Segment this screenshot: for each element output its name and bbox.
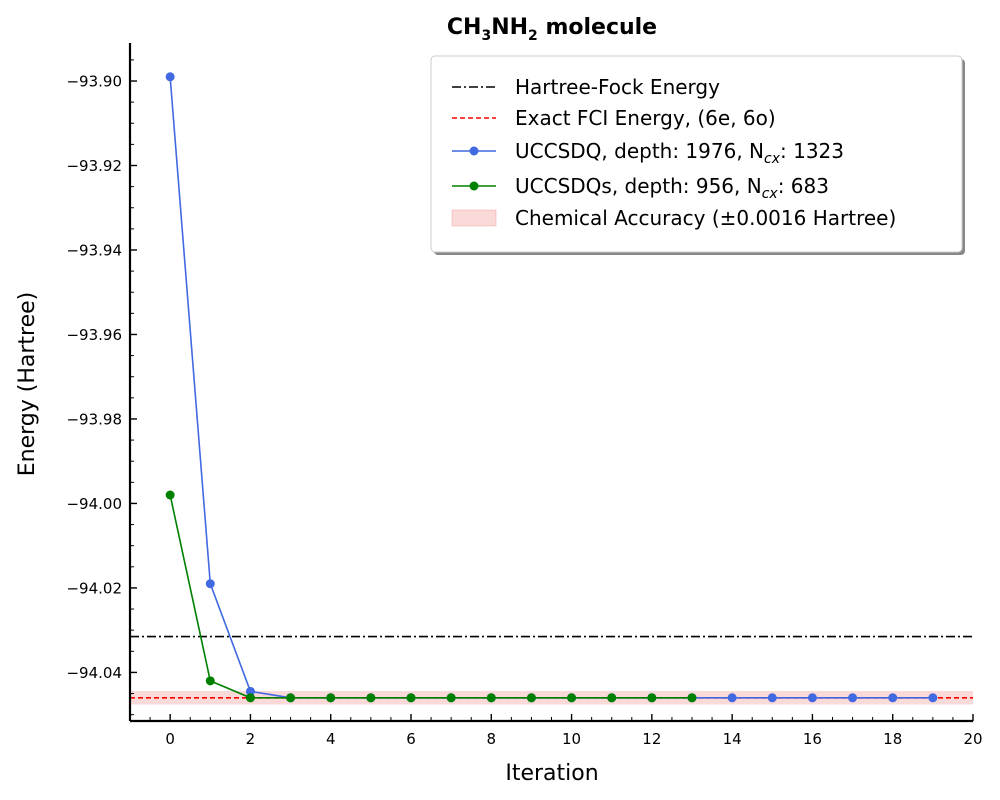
x-tick-label: 18 [883, 730, 902, 748]
y-tick-label: −93.98 [66, 410, 122, 428]
x-tick-label: 6 [406, 730, 416, 748]
x-tick-label: 12 [642, 730, 661, 748]
x-tick-label: 8 [487, 730, 497, 748]
y-tick-label: −93.94 [66, 241, 122, 259]
data-point-uccsdqs [406, 693, 416, 703]
y-tick-label: −93.90 [66, 73, 122, 91]
y-tick-label: −93.96 [66, 326, 122, 344]
legend-box [430, 55, 963, 253]
data-point-uccsdqs [687, 693, 697, 703]
legend-band-label: Chemical Accuracy (±0.0016 Hartree) [515, 206, 896, 230]
data-point-uccsdqs [366, 693, 376, 703]
data-point-uccsdqs [286, 693, 296, 703]
chart-title: CH3NH2 molecule [447, 15, 657, 44]
data-point-uccsdqs [486, 693, 496, 703]
y-tick-label: −94.02 [66, 579, 122, 597]
legend-hf-label: Hartree-Fock Energy [515, 75, 720, 99]
legend: Hartree-Fock Energy Exact FCI Energy, (6… [430, 55, 965, 255]
y-tick-label: −93.92 [66, 157, 122, 175]
y-tick-label: −94.00 [66, 495, 122, 513]
x-tick-label: 16 [803, 730, 822, 748]
legend-uccsdqs-marker [469, 181, 479, 191]
x-axis-title: Iteration [505, 761, 598, 786]
data-point-uccsdq [928, 693, 938, 703]
data-point-uccsdq [727, 693, 737, 703]
series-layer [165, 72, 938, 703]
data-point-uccsdq [205, 579, 215, 589]
data-point-uccsdqs [446, 693, 456, 703]
data-point-uccsdq [165, 72, 175, 82]
data-point-uccsdqs [245, 693, 255, 703]
data-point-uccsdqs [526, 693, 536, 703]
x-tick-label: 4 [326, 730, 336, 748]
axes-layer: −93.90 −93.92 −93.94 −93.96 −93.98 −94.00 −94.… [66, 43, 983, 748]
y-axis-title: Energy (Hartree) [15, 292, 40, 477]
legend-uccsdq-marker [469, 146, 479, 156]
x-tick-label: 2 [246, 730, 256, 748]
legend-uccsdqs-label: UCCSDQs, depth: 956, Ncx: 683 [515, 174, 829, 202]
data-point-uccsdq [807, 693, 817, 703]
data-point-uccsdq [767, 693, 777, 703]
x-tick-label: 20 [963, 730, 982, 748]
x-tick-label: 0 [165, 730, 175, 748]
data-point-uccsdqs [326, 693, 336, 703]
y-tick-label: −94.04 [66, 664, 122, 682]
legend-fci-label: Exact FCI Energy, (6e, 6o) [515, 106, 776, 130]
data-point-uccsdq [888, 693, 898, 703]
data-point-uccsdqs [205, 676, 215, 686]
x-tick-label: 10 [562, 730, 581, 748]
data-point-uccsdqs [647, 693, 657, 703]
legend-uccsdq-label: UCCSDQ, depth: 1976, Ncx: 1323 [515, 139, 844, 167]
series-line-uccsdqs [169, 494, 692, 699]
data-point-uccsdqs [607, 693, 617, 703]
data-point-uccsdqs [567, 693, 577, 703]
data-point-uccsdqs [165, 490, 175, 500]
x-tick-label: 14 [723, 730, 742, 748]
data-point-uccsdq [848, 693, 858, 703]
data-point-uccsdq [245, 686, 255, 696]
legend-band-swatch [451, 209, 497, 227]
